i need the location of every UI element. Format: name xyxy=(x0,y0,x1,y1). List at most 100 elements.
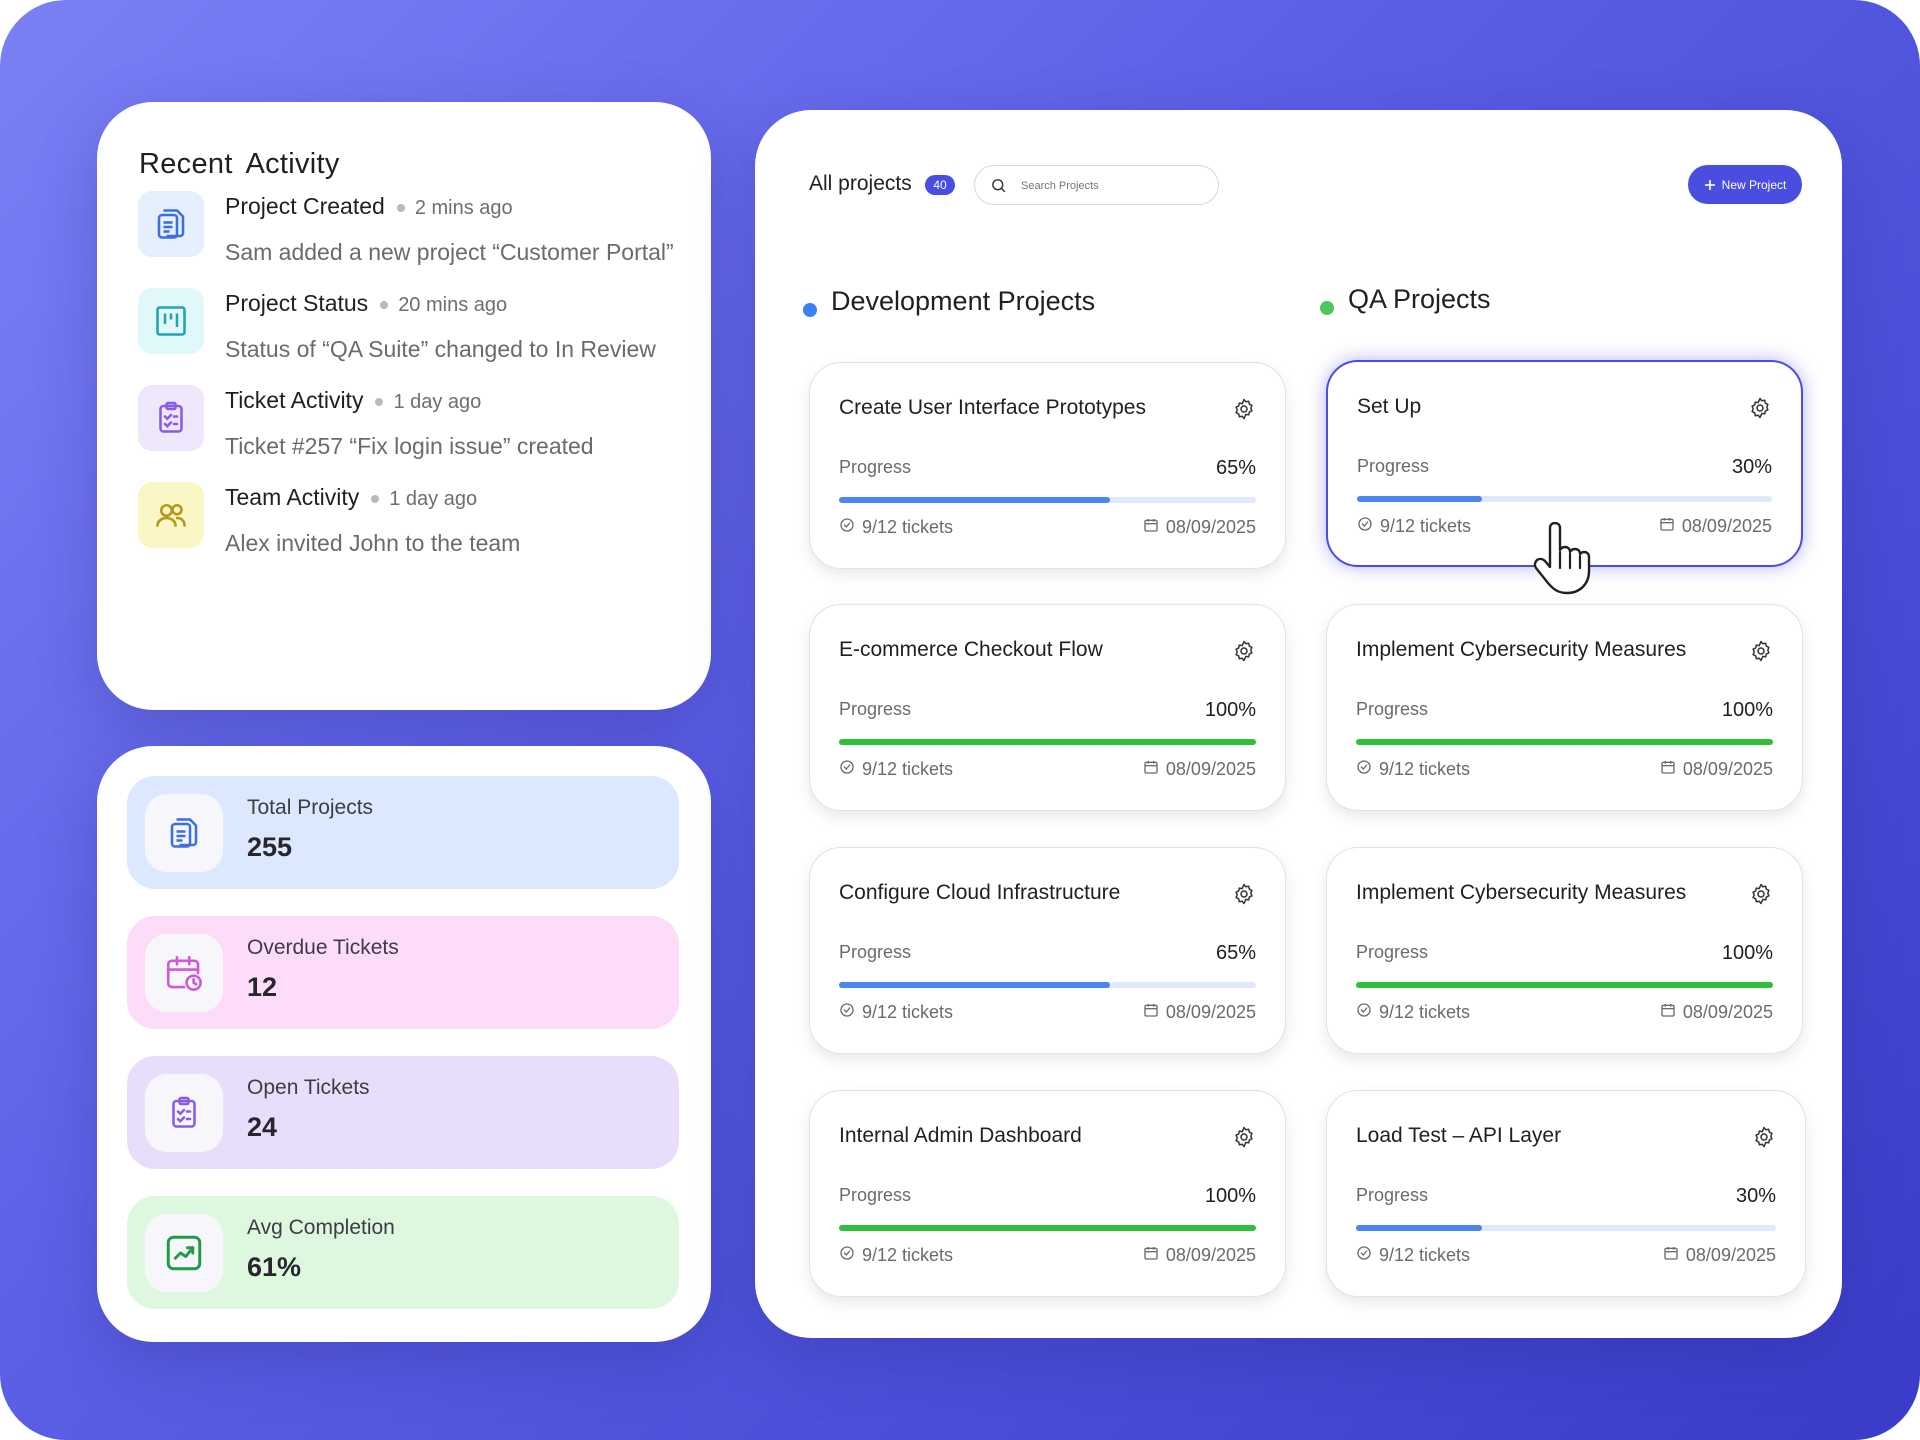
kanban-board-icon xyxy=(138,288,204,354)
due-date-text: 08/09/2025 xyxy=(1165,517,1256,537)
project-card[interactable]: Configure Cloud Infrastructure Progress 65… xyxy=(809,847,1286,1054)
stat-card-open-tickets: Open Tickets 24 xyxy=(127,1056,679,1169)
activity-description: Ticket #257 “Fix login issue” created xyxy=(225,433,594,459)
due-date-text: 08/09/2025 xyxy=(1682,759,1773,779)
projects-panel: All projects 40 New Project Development … xyxy=(755,110,1842,1338)
calendar-icon xyxy=(1143,759,1159,780)
search-icon xyxy=(992,179,1006,193)
due-date: 08/09/2025 xyxy=(1659,516,1772,537)
stat-label: Overdue Tickets xyxy=(247,936,399,959)
tickets-count: 9/12 tickets xyxy=(839,759,953,780)
progress-label: Progress xyxy=(839,457,912,477)
activity-heading: Project Status 20 mins ago xyxy=(225,290,507,317)
activity-heading: Project Created 2 mins ago xyxy=(225,193,513,220)
project-title: Set Up xyxy=(1357,395,1422,418)
calendar-icon xyxy=(1663,1245,1679,1266)
recent-activity-title: Recent Activity xyxy=(139,148,340,180)
separator-dot xyxy=(396,203,405,212)
stat-value: 61% xyxy=(247,1252,302,1282)
due-date: 08/09/2025 xyxy=(1143,759,1256,780)
progress-value: 100% xyxy=(1721,942,1773,964)
calendar-icon xyxy=(1143,1245,1159,1266)
gear-icon[interactable] xyxy=(1749,882,1773,911)
trend-up-icon xyxy=(145,1214,223,1292)
gear-icon[interactable] xyxy=(1232,1125,1256,1154)
stat-value: 12 xyxy=(247,972,278,1002)
tickets-text: 9/12 tickets xyxy=(862,1002,954,1022)
calendar-icon xyxy=(1143,1002,1159,1023)
due-date: 08/09/2025 xyxy=(1143,1002,1256,1023)
activity-item[interactable]: Project Created 2 mins ago Sam added a new… xyxy=(138,191,698,265)
stats-panel: Total Projects 255 Overdue Tickets 12 Open T… xyxy=(97,746,711,1342)
project-card[interactable]: Implement Cybersecurity Measures Progress… xyxy=(1326,604,1803,811)
activity-description: Status of “QA Suite” changed to In Revie… xyxy=(225,336,656,362)
project-card[interactable]: Load Test – API Layer Progress 30% 9/12 tic… xyxy=(1326,1090,1806,1297)
due-date: 08/09/2025 xyxy=(1143,517,1256,538)
calendar-clock-icon xyxy=(145,934,223,1012)
progress-bar xyxy=(1356,1225,1776,1231)
progress-value: 100% xyxy=(1721,699,1773,721)
separator-dot xyxy=(375,397,384,406)
gear-icon[interactable] xyxy=(1752,1125,1776,1154)
progress-value: 30% xyxy=(1735,1185,1776,1207)
progress-bar-fill xyxy=(839,1225,1256,1231)
search-input[interactable] xyxy=(1021,175,1201,197)
gear-icon[interactable] xyxy=(1749,639,1773,668)
progress-bar-fill xyxy=(1357,496,1482,502)
stat-value: 24 xyxy=(247,1112,278,1142)
activity-item[interactable]: Project Status 20 mins ago Status of “QA S… xyxy=(138,288,698,362)
project-title: Internal Admin Dashboard xyxy=(839,1124,1082,1147)
progress-bar-fill xyxy=(1356,982,1773,988)
activity-item[interactable]: Team Activity 1 day ago Alex invited John … xyxy=(138,482,698,556)
activity-description: Alex invited John to the team xyxy=(225,530,521,556)
activity-heading: Ticket Activity 1 day ago xyxy=(225,387,481,414)
stat-card-avg-completion: Avg Completion 61% xyxy=(127,1196,679,1309)
project-card[interactable]: Internal Admin Dashboard Progress 100% 9/12… xyxy=(809,1090,1286,1297)
gear-icon[interactable] xyxy=(1232,397,1256,426)
progress-value: 100% xyxy=(1204,699,1256,721)
project-title: E-commerce Checkout Flow xyxy=(839,638,1103,661)
progress-label: Progress xyxy=(1356,1185,1429,1205)
progress-value: 100% xyxy=(1204,1185,1256,1207)
project-card[interactable]: E-commerce Checkout Flow Progress 100% 9/12… xyxy=(809,604,1286,811)
tickets-text: 9/12 tickets xyxy=(1379,1002,1471,1022)
due-date-text: 08/09/2025 xyxy=(1165,1002,1256,1022)
activity-heading: Team Activity 1 day ago xyxy=(225,484,477,511)
due-date: 08/09/2025 xyxy=(1663,1245,1776,1266)
gear-icon[interactable] xyxy=(1232,882,1256,911)
gear-icon[interactable] xyxy=(1232,639,1256,668)
column-status-dot xyxy=(803,303,817,317)
development-projects-heading: Development Projects xyxy=(831,286,1096,316)
project-title: Create User Interface Prototypes xyxy=(839,396,1146,419)
column-status-dot xyxy=(1320,301,1334,315)
recent-activity-panel: Recent Activity Project Created 2 mins ag… xyxy=(97,102,711,710)
tickets-text: 9/12 tickets xyxy=(862,1245,954,1265)
stat-card-overdue-tickets: Overdue Tickets 12 xyxy=(127,916,679,1029)
progress-bar xyxy=(839,1225,1256,1231)
activity-title: Project Status xyxy=(225,290,369,316)
due-date: 08/09/2025 xyxy=(1143,1245,1256,1266)
project-card[interactable]: Create User Interface Prototypes Progress… xyxy=(809,362,1286,569)
check-circle-icon xyxy=(1356,1002,1372,1023)
new-project-button[interactable]: New Project xyxy=(1688,165,1802,204)
activity-item[interactable]: Ticket Activity 1 day ago Ticket #257 “Fix… xyxy=(138,385,698,459)
project-card[interactable]: Set Up Progress 30% 9/12 tickets 08/09/2025 xyxy=(1326,360,1803,567)
gear-icon[interactable] xyxy=(1748,396,1772,425)
all-projects-title: All projects xyxy=(809,172,912,195)
users-icon xyxy=(138,482,204,548)
project-card[interactable]: Implement Cybersecurity Measures Progress… xyxy=(1326,847,1803,1054)
stat-label: Avg Completion xyxy=(247,1216,395,1239)
progress-bar-fill xyxy=(839,982,1111,988)
separator-dot xyxy=(371,494,380,503)
progress-bar xyxy=(1356,982,1773,988)
activity-time: 20 mins ago xyxy=(398,294,508,316)
check-circle-icon xyxy=(839,1002,855,1023)
tickets-text: 9/12 tickets xyxy=(1380,516,1472,536)
progress-label: Progress xyxy=(839,699,912,719)
due-date-text: 08/09/2025 xyxy=(1165,759,1256,779)
progress-value: 65% xyxy=(1215,942,1256,964)
tickets-count: 9/12 tickets xyxy=(839,517,953,538)
search-box[interactable] xyxy=(974,165,1219,205)
progress-bar-fill xyxy=(1356,1225,1482,1231)
